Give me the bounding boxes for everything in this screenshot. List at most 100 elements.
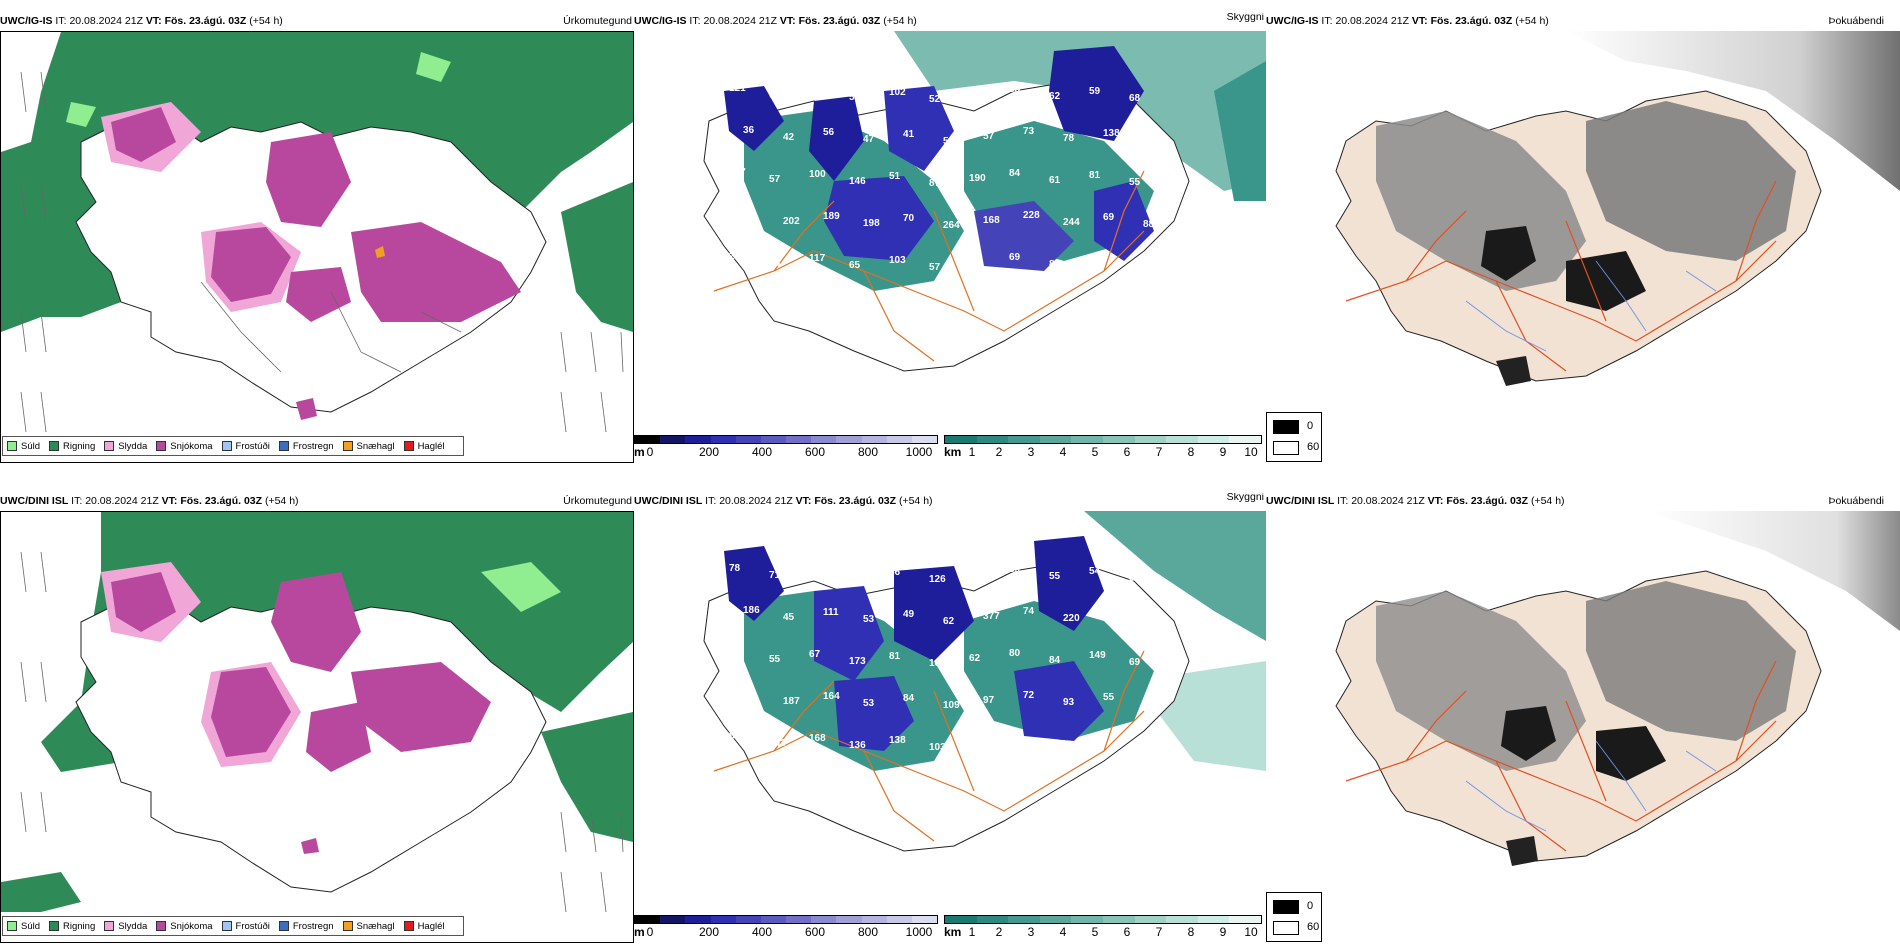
snow-area bbox=[266, 132, 351, 227]
ceiling-value-label: 202 bbox=[783, 216, 800, 227]
snow-area bbox=[296, 398, 317, 420]
legend-swatch bbox=[104, 441, 115, 451]
legend-swatch bbox=[104, 921, 115, 931]
colorbar-step bbox=[1166, 436, 1198, 443]
ceiling-value-label: 220 bbox=[1063, 613, 1080, 624]
ceiling-value-label: 186 bbox=[743, 605, 760, 616]
ceiling-value-label: 78 bbox=[1063, 133, 1075, 144]
ceiling-value-label: 36 bbox=[743, 125, 755, 136]
snow-area bbox=[211, 667, 291, 757]
ceiling-value-label: 72 bbox=[1023, 690, 1035, 701]
ceiling-tick: 400 bbox=[751, 445, 773, 459]
ceiling-value-label: 84 bbox=[903, 693, 915, 704]
legend-item-haglel: Haglél bbox=[403, 440, 445, 452]
ceiling-tick: 0 bbox=[646, 925, 654, 939]
visibility-tick: 8 bbox=[1187, 445, 1195, 459]
ceiling-value-label: 164 bbox=[823, 691, 840, 702]
lead-time: (+54 h) bbox=[264, 495, 299, 507]
legend-label: Haglél bbox=[417, 440, 445, 452]
ceiling-value-label: 287 bbox=[729, 167, 746, 178]
ceiling-value-label: 81 bbox=[889, 651, 901, 662]
drizzle-patch bbox=[66, 102, 96, 127]
colorbar-step bbox=[710, 916, 736, 923]
colorbar-step bbox=[861, 436, 887, 443]
fog-sea-area bbox=[1566, 31, 1900, 191]
ceiling-value-label: 62 bbox=[1049, 91, 1061, 102]
precip-type-legend: Súld Rigning Slydda Snjókoma Frostúði Fr… bbox=[2, 916, 464, 936]
visibility-colorbar: km 1 2 3 4 5 6 7 8 9 10 bbox=[944, 915, 1264, 943]
ceiling-area bbox=[824, 176, 934, 261]
ceiling-value-label: 108 bbox=[929, 658, 946, 669]
colorbar-step bbox=[1039, 436, 1072, 443]
legend-swatch bbox=[221, 921, 232, 931]
ceiling-value-label: 117 bbox=[809, 253, 826, 264]
panel-title: Þokuábendi bbox=[1828, 15, 1884, 27]
panel-title: Úrkomutegund bbox=[563, 495, 632, 507]
legend-item-frostudi: Frostúði bbox=[221, 921, 270, 932]
legend-item-frostregn: Frostregn bbox=[278, 441, 334, 452]
ceiling-value-label: 66 bbox=[743, 209, 755, 220]
valid-time: Fös. 23.ágú. 03Z bbox=[1446, 495, 1529, 507]
visibility-tick: 2 bbox=[995, 925, 1003, 939]
precip-type-legend: Súld Rigning Slydda Snjókoma Frostúði Fr… bbox=[2, 436, 464, 456]
legend-label: Haglél bbox=[417, 920, 445, 932]
ceiling-value-label: 42 bbox=[783, 132, 795, 143]
ceiling-value-label: 53 bbox=[863, 614, 875, 625]
colorbar-step bbox=[660, 916, 686, 923]
ceiling-value-label: 80 bbox=[1009, 648, 1021, 659]
legend-label: Frostregn bbox=[292, 920, 334, 932]
fog-legend-swatch-high bbox=[1273, 441, 1299, 455]
legend-swatch bbox=[7, 921, 17, 931]
model-name: UWC/DINI ISL bbox=[634, 495, 703, 507]
colorbar-step bbox=[886, 916, 912, 923]
colorbar-step bbox=[710, 436, 736, 443]
colorbar-step bbox=[861, 916, 887, 923]
visibility-tick: 9 bbox=[1219, 445, 1227, 459]
ceiling-value-label: 81 bbox=[1089, 170, 1101, 181]
ceiling-area bbox=[1094, 181, 1154, 261]
ceiling-value-label: 53 bbox=[863, 698, 875, 709]
fog-legend-low: 0 bbox=[1307, 420, 1314, 432]
ceiling-tick: 1000 bbox=[905, 925, 933, 939]
colorbar-step bbox=[685, 436, 711, 443]
init-label: IT: bbox=[55, 15, 67, 27]
ceiling-value-label: 61 bbox=[1049, 175, 1061, 186]
legend-item-rigning: Rigning bbox=[49, 921, 95, 932]
ceiling-value-label: 102 bbox=[889, 87, 906, 98]
ceiling-value-label: 68 bbox=[1129, 93, 1141, 104]
ceiling-value-label: 190 bbox=[969, 173, 986, 184]
ceiling-value-label: 109 bbox=[943, 700, 960, 711]
legend-swatch bbox=[342, 921, 353, 931]
valid-label: VT: bbox=[145, 15, 162, 27]
ceiling-unit: m bbox=[634, 445, 645, 459]
panel-header: UWC/DINI ISL IT: 20.08.2024 21Z VT: Fös.… bbox=[634, 493, 1266, 510]
colorbar-step bbox=[760, 436, 787, 443]
ceiling-value-label: 173 bbox=[849, 656, 866, 667]
legend-item-sula: Súld bbox=[7, 921, 40, 932]
snow-area bbox=[111, 572, 176, 632]
colorbar-step bbox=[1071, 436, 1103, 443]
ceiling-value-label: 57 bbox=[929, 262, 941, 273]
ceiling-value-label: 143 bbox=[769, 738, 786, 749]
lead-time: (+54 h) bbox=[883, 15, 917, 27]
ceiling-value-label: 168 bbox=[809, 733, 826, 744]
rivers bbox=[1465, 260, 1717, 352]
visibility-colorbar-strip bbox=[944, 435, 1262, 444]
ceiling-value-label: 84 bbox=[1049, 655, 1061, 666]
model-name: UWC/DINI ISL bbox=[0, 495, 69, 507]
rain-area-east bbox=[561, 182, 633, 332]
model-name: UWC/IG-IS bbox=[634, 15, 687, 27]
ceiling-value-label: 109 bbox=[1129, 261, 1146, 272]
ceiling-value-label: 47 bbox=[863, 134, 875, 145]
wind-barbs bbox=[20, 551, 624, 913]
ceiling-colorbar-strip bbox=[634, 435, 938, 444]
ceiling-value-label: 160 bbox=[1089, 734, 1106, 745]
ceiling-tick: 0 bbox=[646, 445, 654, 459]
valid-time: Fös. 23.ágú. 03Z bbox=[1430, 15, 1513, 27]
ceiling-value-label: 54 bbox=[1089, 566, 1101, 577]
legend-swatch bbox=[403, 921, 414, 931]
ceiling-area bbox=[814, 586, 884, 681]
visibility-tick: 3 bbox=[1027, 445, 1035, 459]
ceiling-value-label: 138 bbox=[1103, 128, 1120, 139]
ceiling-value-label: 157 bbox=[1049, 739, 1066, 750]
